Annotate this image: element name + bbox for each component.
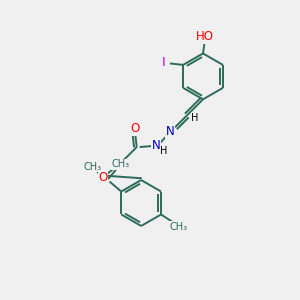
Text: I: I: [162, 56, 166, 69]
Text: CH₃: CH₃: [111, 159, 130, 170]
Text: CH₃: CH₃: [170, 222, 188, 232]
Text: CH₃: CH₃: [84, 162, 102, 172]
Text: H: H: [191, 113, 199, 123]
Text: O: O: [131, 122, 140, 135]
Text: HO: HO: [196, 30, 214, 43]
Text: H: H: [160, 146, 167, 157]
Text: N: N: [166, 125, 174, 138]
Text: N: N: [152, 139, 160, 152]
Text: O: O: [98, 171, 107, 184]
